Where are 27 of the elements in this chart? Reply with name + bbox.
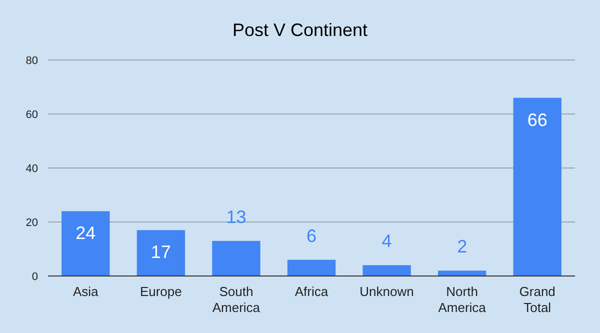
x-tick-label: North America — [438, 284, 487, 315]
bar — [287, 260, 336, 276]
bar — [362, 265, 411, 276]
x-tick-label: Europe — [140, 284, 182, 299]
bar — [513, 98, 562, 276]
x-tick-label: South America — [212, 284, 261, 315]
bar — [438, 270, 486, 276]
x-tick-label: Asia — [72, 284, 100, 299]
x-tick-label: Unknown — [360, 284, 414, 299]
y-tick-label: 0 — [32, 271, 38, 283]
x-tick-label: Grand Total — [519, 284, 556, 315]
bar — [62, 211, 110, 276]
bar — [212, 240, 260, 276]
y-tick-label: 80 — [26, 55, 38, 67]
x-tick-label: Africa — [294, 284, 329, 299]
y-tick-label: 40 — [26, 163, 38, 175]
y-tick-label: 20 — [26, 217, 38, 229]
chart-title: Post V Continent — [232, 20, 368, 40]
y-tick-label: 60 — [26, 109, 38, 121]
data-label: 13 — [226, 206, 246, 227]
data-label: 6 — [306, 226, 317, 246]
data-label: 66 — [527, 110, 548, 130]
data-label: 4 — [382, 231, 392, 252]
data-label: 24 — [76, 223, 96, 244]
bar — [136, 230, 186, 276]
data-label: 2 — [457, 236, 468, 257]
data-label: 17 — [150, 242, 171, 262]
